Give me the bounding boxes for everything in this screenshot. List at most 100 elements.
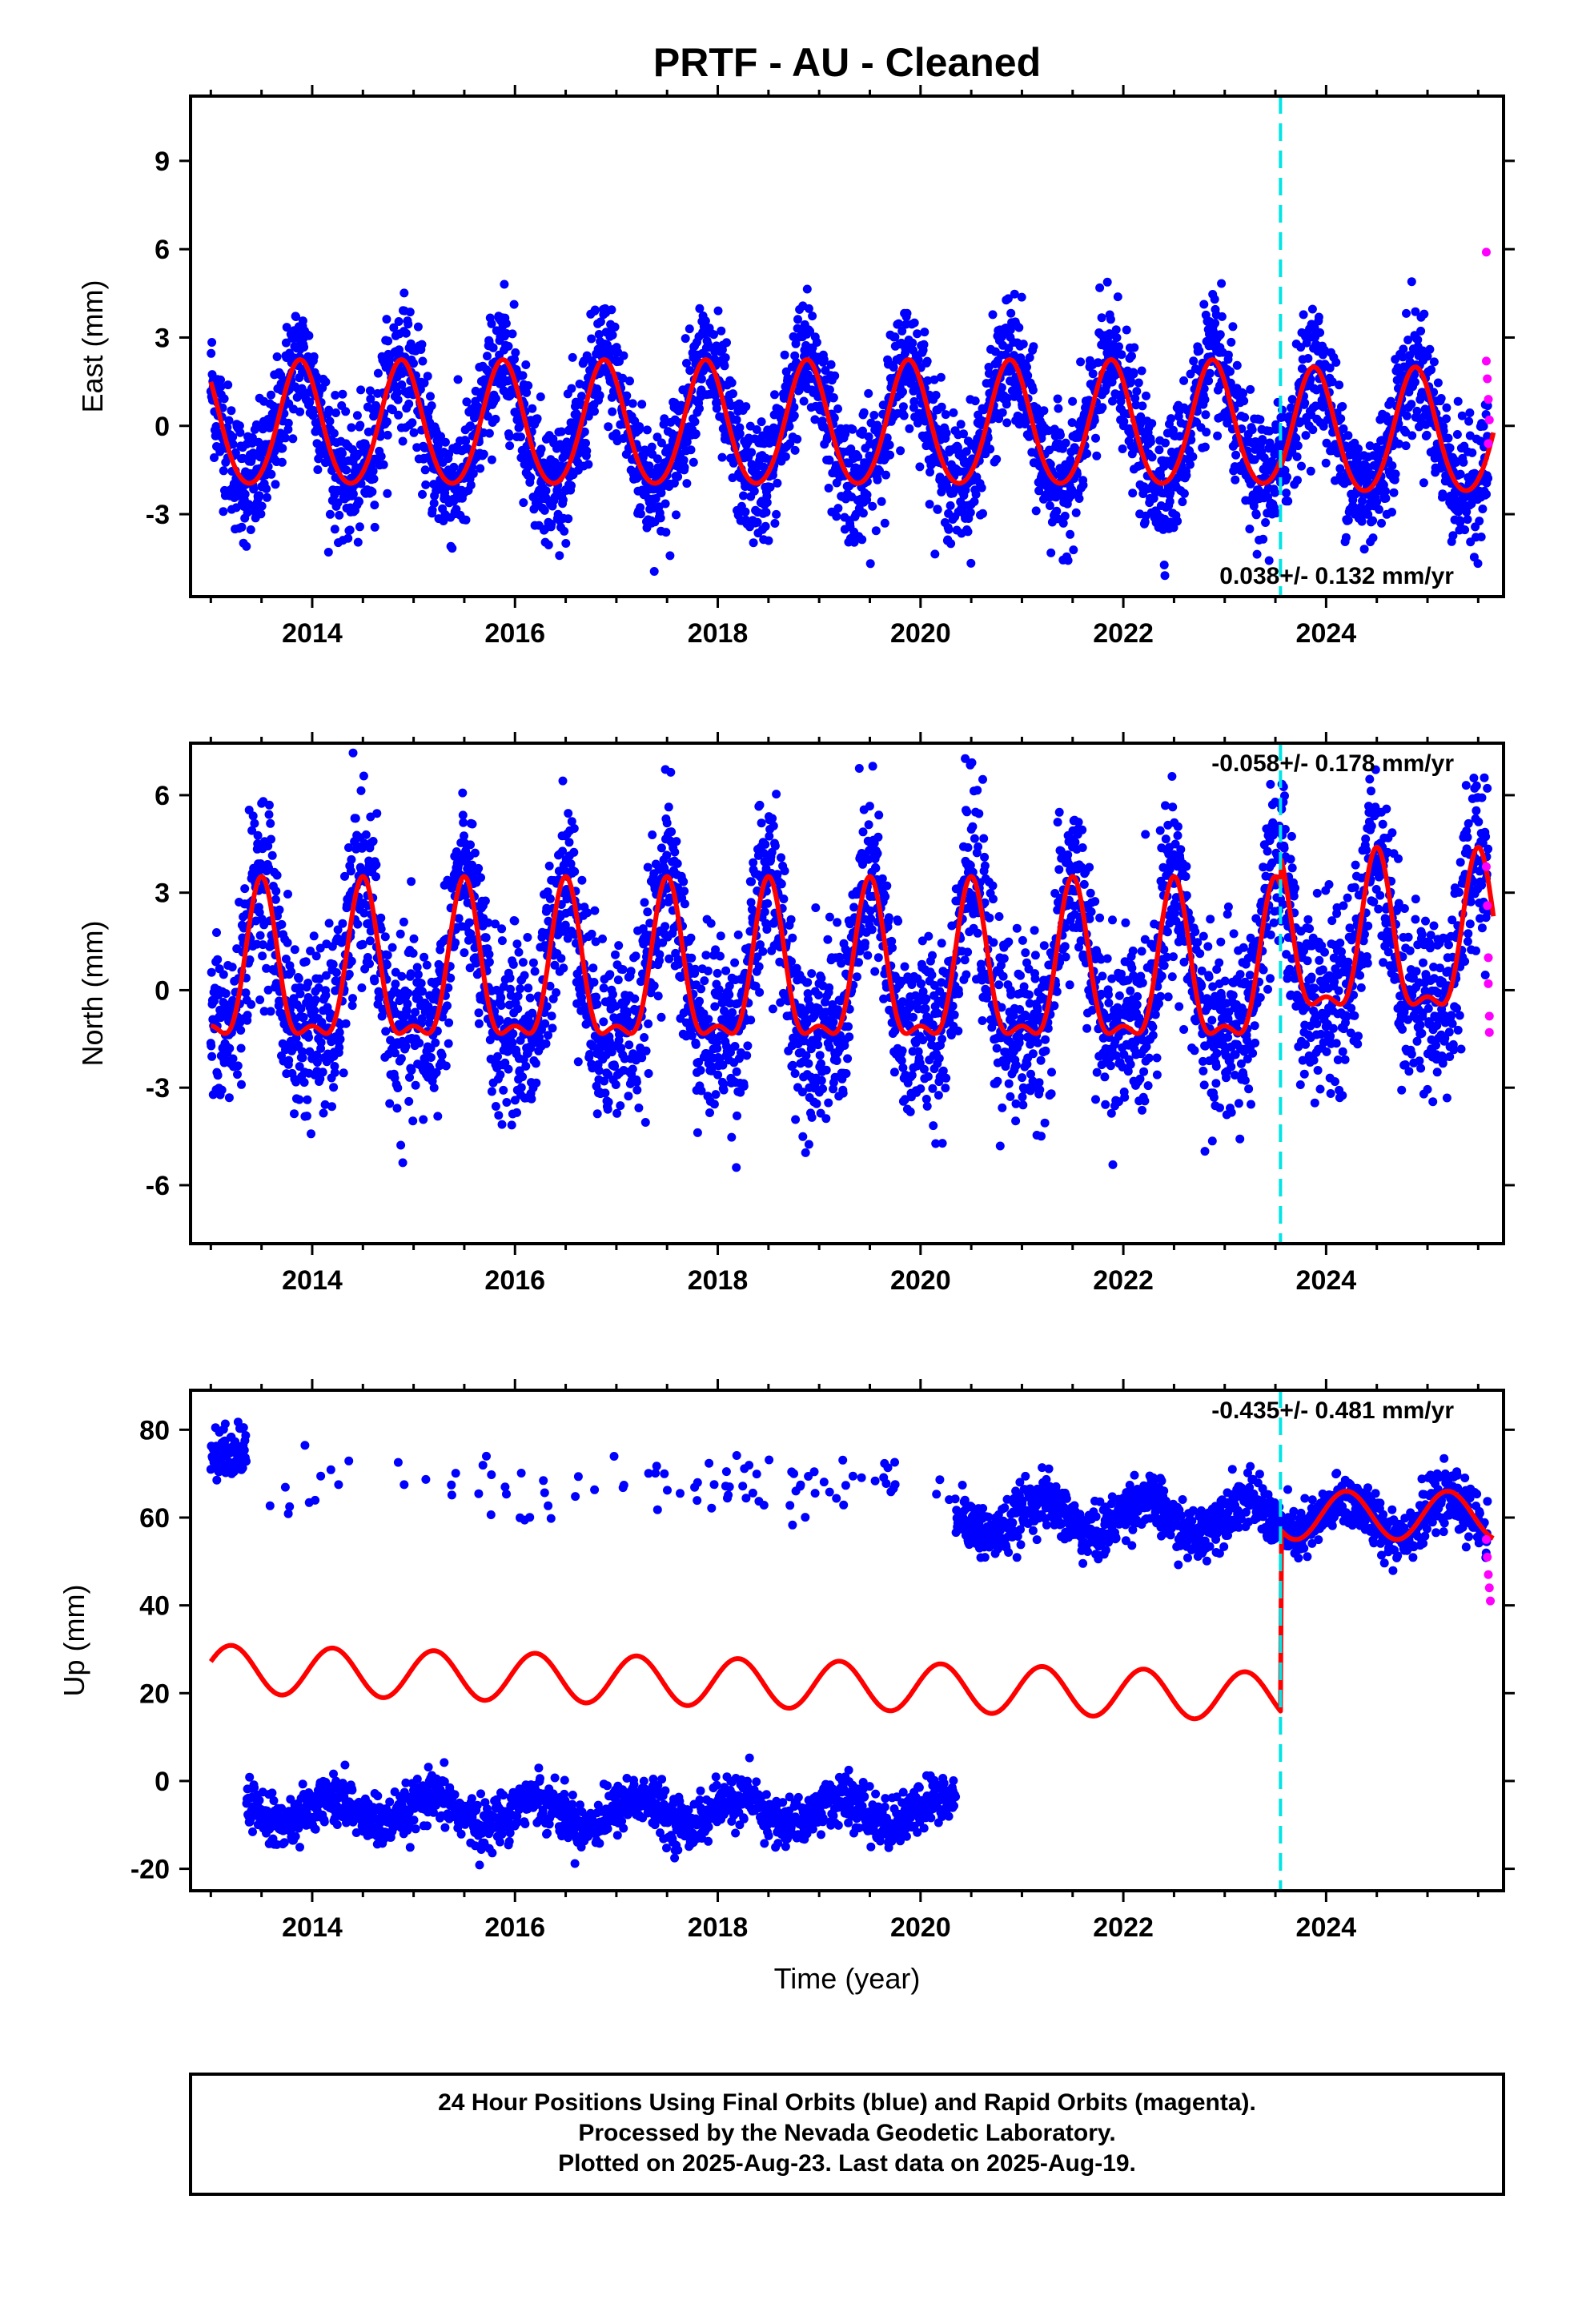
data-point xyxy=(1071,508,1081,517)
data-point xyxy=(365,959,374,968)
data-point xyxy=(267,834,275,844)
data-point xyxy=(1338,402,1347,411)
data-point xyxy=(1161,438,1170,448)
data-point xyxy=(773,478,782,488)
data-point xyxy=(1463,515,1472,525)
data-point xyxy=(1456,469,1465,479)
data-point xyxy=(1211,319,1220,328)
data-point xyxy=(959,429,968,439)
data-point xyxy=(1142,391,1150,400)
data-point xyxy=(263,842,273,850)
data-point xyxy=(392,1104,402,1113)
data-point xyxy=(327,1102,336,1112)
data-point xyxy=(610,322,620,332)
data-point xyxy=(753,517,762,527)
data-point xyxy=(1068,396,1078,406)
data-point xyxy=(685,324,694,334)
data-point xyxy=(496,993,506,1003)
data-point xyxy=(237,1080,246,1089)
data-point xyxy=(1039,406,1049,416)
data-point xyxy=(780,350,789,360)
data-point xyxy=(1297,461,1306,471)
data-point xyxy=(241,988,251,998)
data-point xyxy=(858,426,867,436)
data-point xyxy=(1394,439,1403,448)
data-point xyxy=(315,974,324,983)
data-point xyxy=(567,480,576,490)
data-point xyxy=(1403,336,1413,344)
data-point xyxy=(690,417,700,427)
data-point xyxy=(1325,364,1335,372)
data-point xyxy=(544,861,554,870)
data-point xyxy=(521,1061,531,1071)
data-point xyxy=(347,1001,357,1011)
data-point xyxy=(437,1051,447,1060)
data-point xyxy=(420,378,429,388)
data-point xyxy=(1061,438,1070,448)
data-point xyxy=(497,924,507,934)
data-point xyxy=(262,484,271,493)
data-point xyxy=(392,388,402,397)
data-point xyxy=(1252,549,1262,559)
data-point xyxy=(227,963,237,972)
data-point xyxy=(802,284,812,294)
data-point xyxy=(1095,283,1105,292)
data-point xyxy=(518,958,528,967)
data-point xyxy=(520,971,529,980)
data-point xyxy=(686,445,696,455)
data-point xyxy=(1302,338,1311,348)
data-point xyxy=(923,376,933,385)
data-point xyxy=(1137,366,1146,376)
data-point xyxy=(1094,358,1102,368)
chart-title: PRTF - AU - Cleaned xyxy=(653,40,1041,85)
data-point xyxy=(483,412,492,421)
rapid-point xyxy=(1484,395,1493,404)
data-point xyxy=(1402,308,1411,318)
data-point xyxy=(299,1078,309,1088)
plot-area xyxy=(206,748,1496,1172)
data-point xyxy=(1307,304,1317,314)
data-point xyxy=(1267,443,1276,452)
data-point xyxy=(1135,420,1145,429)
data-point xyxy=(518,1072,528,1082)
data-point xyxy=(295,983,305,992)
data-point xyxy=(383,430,392,440)
data-point xyxy=(365,386,375,396)
data-point xyxy=(224,416,234,425)
data-point xyxy=(1199,384,1209,393)
data-point xyxy=(506,991,516,1000)
data-point xyxy=(468,469,478,478)
data-point xyxy=(1130,393,1140,403)
x-tick-label: 2024 xyxy=(1296,618,1357,649)
data-point xyxy=(400,288,409,298)
data-point xyxy=(1411,377,1419,387)
data-point xyxy=(407,1065,416,1075)
data-point xyxy=(1223,350,1233,360)
data-point xyxy=(594,330,604,339)
data-point xyxy=(1201,410,1211,420)
data-point xyxy=(741,402,751,412)
data-point xyxy=(225,1043,235,1053)
data-point xyxy=(508,959,518,969)
data-point xyxy=(1473,559,1483,569)
data-point xyxy=(595,391,604,400)
data-point xyxy=(340,871,349,881)
data-point xyxy=(566,859,576,869)
data-point xyxy=(510,355,519,364)
data-point xyxy=(417,340,427,349)
data-point xyxy=(307,1129,315,1139)
data-point xyxy=(417,1014,427,1023)
data-point xyxy=(1006,308,1016,318)
data-point xyxy=(353,919,363,929)
data-point xyxy=(590,407,599,416)
data-point xyxy=(491,1102,500,1111)
data-point xyxy=(233,1061,243,1071)
data-point xyxy=(485,1035,495,1044)
data-point xyxy=(810,415,820,424)
data-point xyxy=(819,355,829,364)
data-point xyxy=(1195,346,1204,356)
data-point xyxy=(711,391,721,400)
data-point xyxy=(394,317,404,326)
